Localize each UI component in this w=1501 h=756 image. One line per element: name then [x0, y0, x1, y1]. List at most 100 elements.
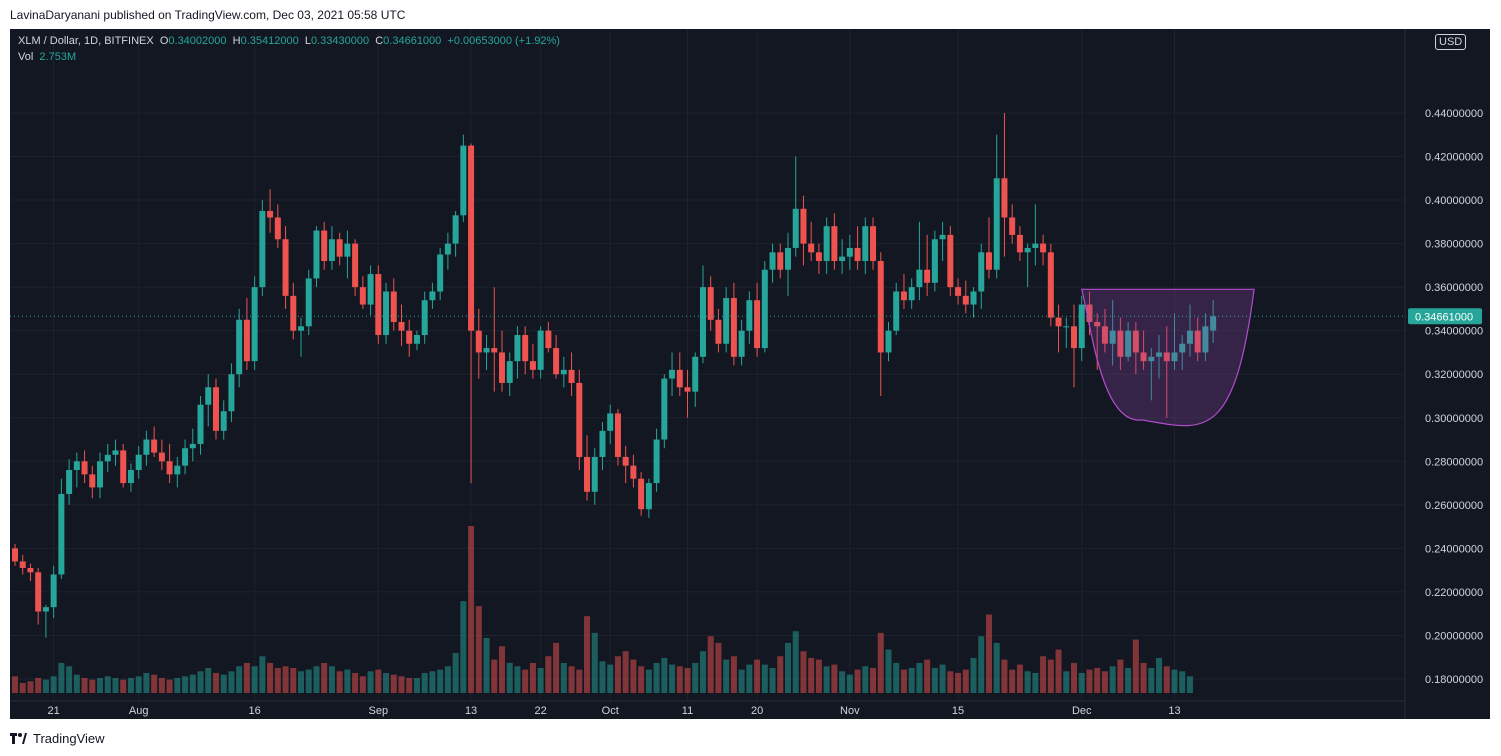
candle	[808, 221, 815, 262]
close-value: 0.34661000	[383, 35, 442, 47]
candle	[452, 210, 459, 257]
candle	[182, 439, 189, 475]
candle	[537, 326, 544, 379]
candle	[135, 446, 142, 479]
time-tick-label: 13	[1168, 705, 1180, 717]
candle-body	[73, 461, 80, 471]
currency-badge[interactable]: USD	[1435, 34, 1467, 50]
volume-bar	[746, 664, 753, 693]
candle-body	[560, 369, 567, 375]
candle	[158, 439, 165, 471]
volume-label: Vol	[18, 51, 34, 63]
volume-bar	[50, 676, 57, 693]
volume-bar	[328, 666, 335, 693]
candle	[560, 356, 567, 388]
candle	[282, 226, 289, 309]
candle-body	[1194, 330, 1201, 353]
candle	[151, 426, 158, 457]
candle	[854, 226, 861, 270]
candle-body	[514, 335, 521, 362]
candle	[900, 274, 907, 309]
candle-body	[1210, 316, 1217, 331]
candle	[174, 456, 181, 488]
candle-body	[970, 291, 977, 305]
candle-body	[290, 295, 297, 331]
last-price-label: 0.34661000	[1415, 311, 1473, 323]
volume-bar	[1148, 667, 1155, 693]
candle	[684, 369, 691, 418]
volume-bar	[205, 667, 212, 693]
volume-bar	[854, 669, 861, 693]
candle	[622, 446, 629, 484]
chart-area[interactable]: 0.18000000 0.20000000 0.22000000 0.24000000…	[10, 29, 1490, 719]
candle	[870, 217, 877, 270]
candle	[398, 304, 405, 346]
candlestick-chart[interactable]: 0.18000000 0.20000000 0.22000000 0.24000000…	[10, 29, 1490, 719]
volume-bar	[1086, 669, 1093, 693]
volume-bar	[1163, 666, 1170, 693]
candle-body	[1055, 317, 1062, 327]
candle-body	[243, 319, 250, 362]
candle-body	[336, 239, 343, 257]
volume-bar	[808, 657, 815, 693]
candle	[692, 352, 699, 407]
candle-body	[576, 382, 583, 457]
candle-body	[437, 254, 444, 292]
volume-bar	[498, 646, 505, 693]
candle	[638, 472, 645, 516]
candle	[413, 330, 420, 351]
close-label: C	[375, 35, 384, 47]
price-tick-label: 0.24000000	[1425, 543, 1483, 555]
time-tick-label: Sep	[369, 705, 389, 717]
volume-bar	[978, 636, 985, 693]
candle	[1071, 304, 1078, 388]
candle	[1001, 112, 1008, 257]
low-value: 0.33430000	[310, 35, 370, 47]
high-label: H	[232, 35, 241, 47]
candle	[205, 374, 212, 427]
volume-bar	[166, 679, 173, 693]
volume-bar	[823, 666, 830, 693]
candle-body	[916, 269, 923, 288]
candle	[730, 282, 737, 366]
candle-body	[769, 252, 776, 270]
candle-body	[1094, 321, 1101, 327]
candle	[545, 321, 552, 353]
volume-bar	[1032, 672, 1039, 693]
candle-body	[429, 291, 436, 301]
volume-bar	[1109, 666, 1116, 693]
candle-body	[452, 215, 459, 244]
candle-body	[143, 439, 150, 455]
volume-bar	[1047, 659, 1054, 693]
volume-bar	[243, 662, 250, 693]
footer: TradingView	[10, 731, 105, 746]
last-price-tag: 0.34661000	[1408, 308, 1482, 325]
candle	[614, 409, 621, 466]
open-value: 0.34002000	[168, 35, 227, 47]
candle	[243, 298, 250, 370]
volume-bar	[19, 682, 26, 693]
candle-body	[375, 274, 382, 336]
volume-bar	[669, 664, 676, 693]
candle	[42, 604, 49, 638]
volume-bar	[27, 681, 34, 693]
candle-body	[522, 335, 529, 362]
candle	[375, 265, 382, 344]
candle	[862, 217, 869, 275]
candle-body	[189, 443, 196, 449]
candle-body	[1040, 243, 1047, 253]
volume-bar	[962, 669, 969, 693]
candle	[1210, 299, 1217, 344]
candle	[120, 443, 127, 488]
volume-bar	[390, 674, 397, 693]
candle	[1009, 204, 1016, 244]
candle-body	[282, 239, 289, 296]
candle	[978, 243, 985, 309]
volume-bar	[182, 676, 189, 693]
candle-body	[321, 230, 328, 262]
footer-brand[interactable]: TradingView	[33, 731, 105, 746]
candle	[483, 335, 490, 370]
symbol-label[interactable]: XLM / Dollar, 1D, BITFINEX	[18, 35, 154, 47]
volume-bar	[846, 674, 853, 693]
volume-bar	[1024, 671, 1031, 693]
